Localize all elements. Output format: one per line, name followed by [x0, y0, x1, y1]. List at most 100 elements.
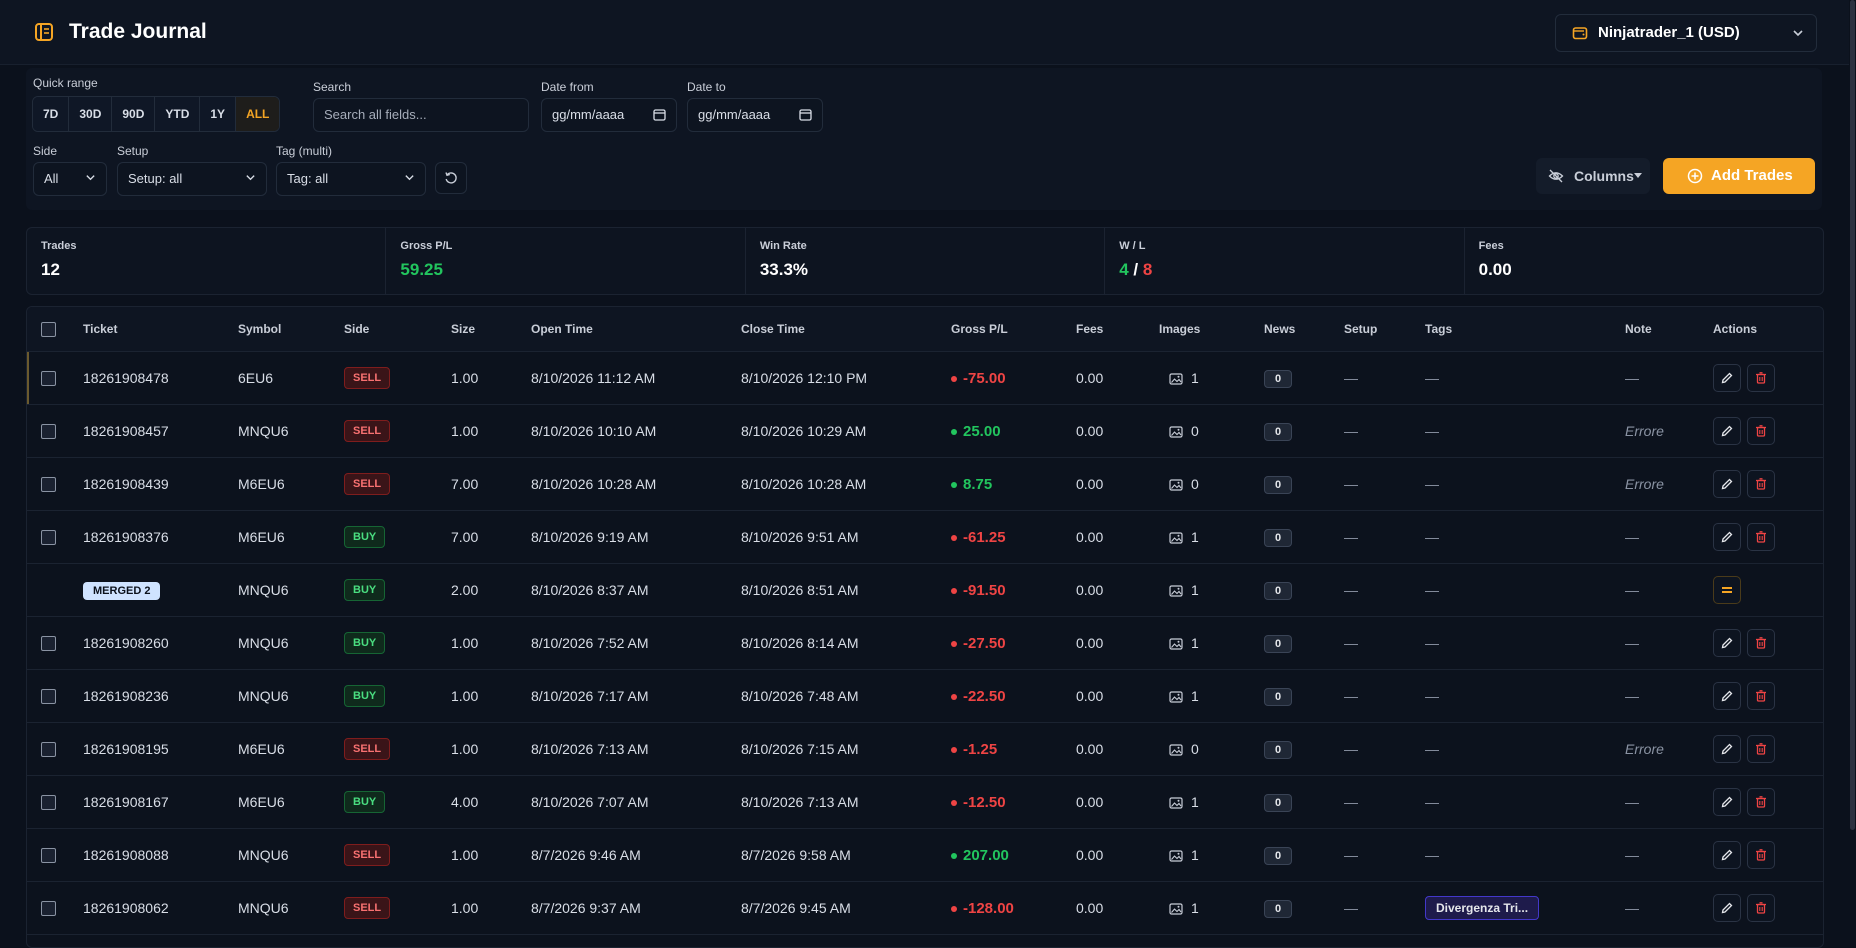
- delete-button[interactable]: [1747, 788, 1775, 816]
- edit-button[interactable]: [1713, 470, 1741, 498]
- images-cell[interactable]: 1: [1159, 616, 1264, 670]
- column-header[interactable]: Note: [1625, 307, 1713, 352]
- tag-select[interactable]: Tag: all: [276, 162, 426, 196]
- table-row[interactable]: 18261908236 MNQU6 BUY 1.00 8/10/2026 7:17 AM…: [27, 669, 1823, 723]
- edit-button[interactable]: [1713, 523, 1741, 551]
- images-cell[interactable]: 1: [1159, 351, 1264, 405]
- table-row[interactable]: 18261908478 6EU6 SELL 1.00 8/10/2026 11:12 A…: [27, 351, 1823, 405]
- column-header[interactable]: Size: [451, 307, 531, 352]
- merged-badge[interactable]: MERGED 2: [83, 581, 161, 600]
- column-header[interactable]: Fees: [1076, 307, 1159, 352]
- row-checkbox[interactable]: [41, 795, 56, 811]
- page-scrollbar[interactable]: [1849, 0, 1856, 943]
- images-cell[interactable]: 0: [1159, 457, 1264, 511]
- news-badge[interactable]: 0: [1264, 846, 1292, 865]
- table-row[interactable]: 18261908062 MNQU6 SELL 1.00 8/7/2026 9:37 AM…: [27, 881, 1823, 935]
- delete-button[interactable]: [1747, 894, 1775, 922]
- edit-button[interactable]: [1713, 894, 1741, 922]
- news-badge[interactable]: 0: [1264, 740, 1292, 759]
- edit-button[interactable]: [1713, 841, 1741, 869]
- edit-button[interactable]: [1713, 364, 1741, 392]
- column-header[interactable]: Gross P/L: [951, 307, 1076, 352]
- images-cell[interactable]: 1: [1159, 828, 1264, 882]
- news-badge[interactable]: 0: [1264, 528, 1292, 547]
- edit-button[interactable]: [1713, 417, 1741, 445]
- news-badge[interactable]: 0: [1264, 687, 1292, 706]
- quick-range-ytd[interactable]: YTD: [155, 97, 201, 131]
- row-checkbox[interactable]: [41, 424, 56, 440]
- table-row[interactable]: 18261908439 M6EU6 SELL 7.00 8/10/2026 10:28 …: [27, 457, 1823, 511]
- table-row[interactable]: 18261908088 MNQU6 SELL 1.00 8/7/2026 9:46 AM…: [27, 828, 1823, 882]
- row-checkbox[interactable]: [41, 742, 56, 758]
- table-row[interactable]: 18261908195 M6EU6 SELL 1.00 8/10/2026 7:13 A…: [27, 722, 1823, 776]
- delete-button[interactable]: [1747, 523, 1775, 551]
- images-cell[interactable]: 1: [1159, 669, 1264, 723]
- merged-menu-button[interactable]: [1713, 576, 1741, 604]
- news-badge[interactable]: 0: [1264, 899, 1292, 918]
- date-to-input[interactable]: gg/mm/aaaa: [687, 98, 823, 132]
- images-cell[interactable]: 0: [1159, 404, 1264, 458]
- setup-select[interactable]: Setup: all: [117, 162, 267, 196]
- delete-button[interactable]: [1747, 629, 1775, 657]
- search-input[interactable]: Search all fields...: [313, 98, 529, 132]
- table-row[interactable]: 18261908457 MNQU6 SELL 1.00 8/10/2026 10:10 …: [27, 404, 1823, 458]
- losses-count: 8: [1142, 260, 1153, 279]
- date-from-input[interactable]: gg/mm/aaaa: [541, 98, 677, 132]
- row-checkbox[interactable]: [41, 901, 56, 917]
- tag-chip[interactable]: Divergenza Tri...: [1425, 896, 1540, 920]
- row-checkbox[interactable]: [41, 689, 56, 705]
- column-header[interactable]: Tags: [1425, 307, 1625, 352]
- add-trades-button[interactable]: Add Trades: [1663, 158, 1815, 194]
- edit-button[interactable]: [1713, 629, 1741, 657]
- delete-button[interactable]: [1747, 841, 1775, 869]
- column-header[interactable]: Close Time: [741, 307, 951, 352]
- row-checkbox[interactable]: [41, 530, 56, 546]
- account-selector[interactable]: Ninjatrader_1 (USD): [1555, 14, 1817, 52]
- table-row-merged[interactable]: MERGED 2 MNQU6 BUY 2.00 8/10/2026 8:37 AM 8/1…: [27, 563, 1823, 617]
- row-checkbox[interactable]: [41, 477, 56, 493]
- side-badge: BUY: [344, 526, 386, 548]
- images-cell[interactable]: 0: [1159, 722, 1264, 776]
- quick-range-30d[interactable]: 30D: [69, 97, 113, 131]
- column-header[interactable]: Side: [344, 307, 451, 352]
- column-header[interactable]: Open Time: [531, 307, 741, 352]
- edit-button[interactable]: [1713, 735, 1741, 763]
- images-cell[interactable]: 1: [1159, 510, 1264, 564]
- select-all-checkbox[interactable]: [41, 321, 56, 337]
- table-row[interactable]: 18261908167 M6EU6 BUY 4.00 8/10/2026 7:07 AM…: [27, 775, 1823, 829]
- images-cell[interactable]: 1: [1159, 563, 1264, 617]
- row-checkbox[interactable]: [41, 848, 56, 864]
- column-header[interactable]: Images: [1159, 307, 1264, 352]
- column-header[interactable]: News: [1264, 307, 1344, 352]
- quick-range-90d[interactable]: 90D: [112, 97, 156, 131]
- scrollbar-thumb[interactable]: [1850, 0, 1855, 830]
- edit-button[interactable]: [1713, 682, 1741, 710]
- side-select[interactable]: All: [33, 162, 107, 196]
- row-checkbox[interactable]: [41, 636, 56, 652]
- news-badge[interactable]: 0: [1264, 634, 1292, 653]
- edit-button[interactable]: [1713, 788, 1741, 816]
- delete-button[interactable]: [1747, 417, 1775, 445]
- delete-button[interactable]: [1747, 364, 1775, 392]
- news-badge[interactable]: 0: [1264, 369, 1292, 388]
- quick-range-all[interactable]: ALL: [236, 97, 280, 131]
- column-header[interactable]: Setup: [1344, 307, 1425, 352]
- images-cell[interactable]: 1: [1159, 775, 1264, 829]
- news-badge[interactable]: 0: [1264, 581, 1292, 600]
- news-badge[interactable]: 0: [1264, 422, 1292, 441]
- quick-range-1y[interactable]: 1Y: [200, 97, 237, 131]
- delete-button[interactable]: [1747, 735, 1775, 763]
- column-header[interactable]: Symbol: [238, 307, 344, 352]
- table-row[interactable]: 18261908376 M6EU6 BUY 7.00 8/10/2026 9:19 AM…: [27, 510, 1823, 564]
- row-checkbox[interactable]: [41, 371, 56, 387]
- news-badge[interactable]: 0: [1264, 793, 1292, 812]
- quick-range-7d[interactable]: 7D: [33, 97, 70, 131]
- delete-button[interactable]: [1747, 682, 1775, 710]
- images-cell[interactable]: 1: [1159, 881, 1264, 935]
- table-row[interactable]: 18261908260 MNQU6 BUY 1.00 8/10/2026 7:52 AM…: [27, 616, 1823, 670]
- columns-button[interactable]: Columns: [1536, 158, 1650, 194]
- news-badge[interactable]: 0: [1264, 475, 1292, 494]
- delete-button[interactable]: [1747, 470, 1775, 498]
- reset-filters-button[interactable]: [435, 162, 467, 194]
- column-header[interactable]: Ticket: [83, 307, 238, 352]
